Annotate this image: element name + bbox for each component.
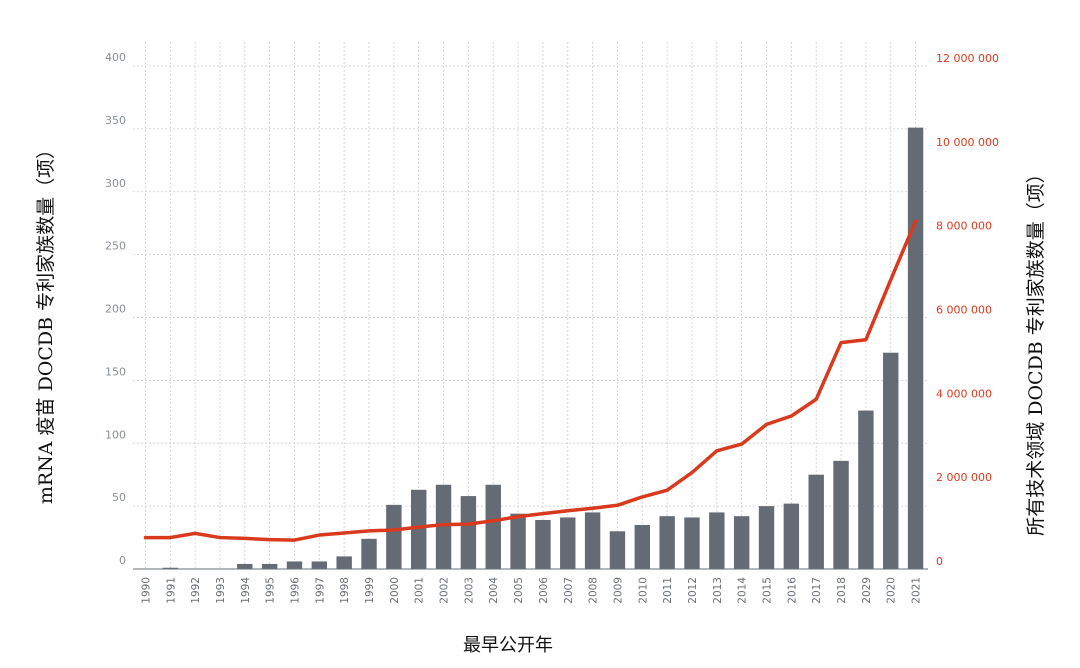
bar	[311, 561, 328, 569]
bar-series	[162, 127, 924, 570]
x-tick-label: 2018	[836, 577, 848, 604]
x-tick-label: 2008	[588, 577, 600, 604]
right-tick-label: 0	[936, 555, 943, 568]
x-tick-label: 2007	[563, 577, 575, 604]
x-tick-label: 2015	[762, 577, 774, 604]
bar	[386, 504, 402, 569]
bar	[286, 561, 303, 569]
x-tick-label: 2005	[513, 577, 525, 604]
bar	[411, 489, 427, 569]
bar	[162, 567, 178, 569]
bar	[709, 512, 725, 569]
bar	[261, 563, 278, 569]
x-tick-label: 2002	[439, 577, 451, 604]
left-tick-label: 0	[119, 554, 126, 567]
left-tick-label: 200	[105, 303, 126, 316]
x-tick-label: 2010	[637, 577, 649, 604]
x-tick-label: 2017	[811, 577, 823, 604]
left-tick-label: 300	[105, 177, 126, 190]
bar	[808, 474, 824, 569]
x-tick-label: 2029	[861, 577, 873, 604]
left-tick-label: 50	[112, 491, 126, 504]
x-tick-label: 2001	[414, 577, 426, 604]
bar	[858, 410, 874, 569]
right-tick-label: 10 000 000	[936, 136, 999, 149]
right-tick-label: 6 000 000	[936, 304, 992, 317]
x-tick-label: 1996	[289, 577, 301, 604]
bar	[560, 517, 576, 569]
x-tick-label: 1994	[240, 577, 252, 604]
bar	[883, 352, 899, 569]
x-tick-label: 2003	[463, 577, 475, 604]
bar	[758, 506, 775, 569]
left-tick-label: 100	[105, 428, 126, 441]
x-tick-label: 2011	[662, 577, 674, 604]
x-tick-label: 1992	[190, 577, 202, 604]
left-tick-label: 400	[105, 51, 126, 64]
x-tick-label: 2013	[712, 577, 724, 604]
right-tick-label: 8 000 000	[936, 220, 992, 233]
x-axis-title: 最早公开年	[463, 635, 553, 656]
right-tick-label: 12 000 000	[936, 52, 999, 65]
bar	[634, 524, 650, 569]
left-axis-title: mRNA 疫苗 DOCDB 专利家族数量（项）	[35, 140, 57, 504]
bar	[237, 563, 253, 569]
bar	[584, 512, 601, 569]
bar	[361, 538, 377, 569]
right-axis-ticks: 0 2 000 000 4 000 000 6 000 000 8 000 000 10 …	[936, 52, 999, 568]
bar	[783, 503, 800, 569]
x-axis-ticks: 1990 1991 1992 1993 1994 1995 1996 1997 1998 1999…	[140, 577, 922, 604]
bar	[336, 556, 352, 569]
bar	[435, 484, 452, 569]
x-tick-label: 2016	[786, 577, 798, 604]
bar	[535, 519, 551, 569]
bar	[609, 531, 626, 569]
right-tick-label: 2 000 000	[936, 471, 992, 484]
left-tick-label: 250	[105, 240, 126, 253]
bar	[907, 127, 924, 570]
bar	[733, 516, 750, 569]
x-tick-label: 1997	[314, 577, 326, 604]
x-tick-label: 2000	[389, 577, 401, 604]
x-tick-label: 1995	[265, 577, 277, 604]
x-tick-label: 2004	[488, 577, 500, 604]
bar	[510, 513, 526, 569]
bar	[659, 516, 675, 569]
right-tick-label: 4 000 000	[936, 387, 992, 400]
bar	[460, 496, 477, 569]
x-tick-label: 1998	[339, 577, 351, 604]
grid	[133, 42, 928, 569]
line-series	[143, 219, 918, 542]
x-tick-label: 1993	[215, 577, 227, 604]
bar	[684, 517, 700, 569]
x-tick-label: 2009	[612, 577, 624, 604]
line-path	[143, 219, 918, 542]
x-tick-label: 2021	[911, 577, 923, 604]
x-tick-label: 2020	[886, 577, 898, 604]
bar	[485, 484, 501, 569]
left-tick-label: 150	[105, 365, 126, 378]
left-axis-ticks: 0 50 100 150 200 250 300 350 400	[105, 51, 126, 567]
x-tick-label: 1991	[165, 577, 177, 604]
bar	[833, 460, 849, 569]
x-tick-label: 2006	[538, 577, 550, 604]
x-tick-label: 1990	[140, 577, 152, 604]
x-tick-label: 2014	[737, 577, 749, 604]
x-tick-label: 2012	[687, 577, 699, 604]
left-tick-label: 350	[105, 114, 126, 127]
right-axis-title: 所有技术领域 DOCDB 专利家族数量（项）	[1025, 164, 1047, 536]
x-tick-label: 1999	[364, 577, 376, 604]
